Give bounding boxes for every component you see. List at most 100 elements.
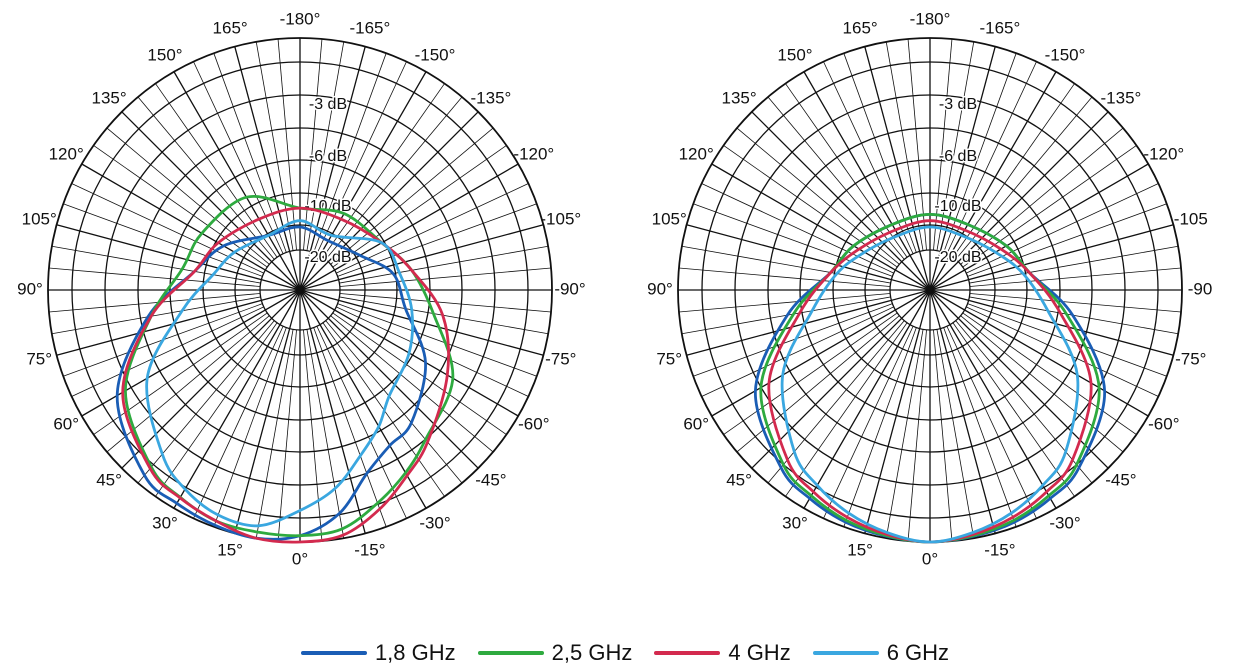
grid-spoke — [885, 329, 924, 539]
legend-swatch-4 — [812, 651, 879, 655]
angle-tick-label: -135° — [471, 89, 512, 108]
angle-tick-label: -150° — [415, 46, 456, 65]
grid-spoke — [106, 127, 270, 265]
grid-spoke — [336, 306, 529, 397]
grid-spoke — [299, 224, 544, 291]
angle-tick-label: 120° — [49, 144, 84, 163]
grid-spoke — [803, 289, 931, 509]
grid-spoke — [63, 203, 263, 277]
angle-tick-label: 150° — [147, 46, 182, 65]
ring-label: -10 dB — [934, 198, 981, 215]
angle-tick-label: -60° — [1148, 414, 1179, 433]
angle-tick-label: 45° — [726, 470, 752, 489]
grid-spoke — [316, 61, 407, 254]
grid-spoke — [946, 326, 1037, 519]
angle-tick-label: 150° — [777, 46, 812, 65]
grid-spoke — [303, 38, 323, 251]
grid-spoke — [701, 306, 894, 397]
angle-tick-label: -180° — [910, 9, 951, 28]
legend-swatch-1 — [300, 651, 367, 655]
grid-spoke — [325, 320, 463, 484]
grid-spoke — [193, 326, 284, 519]
angle-tick-label: 105° — [652, 210, 687, 229]
angle-tick-label: -150° — [1045, 46, 1086, 65]
grid-spoke — [71, 183, 264, 274]
grid-spoke — [316, 326, 407, 519]
ring-label: -20 dB — [934, 249, 981, 266]
grid-spoke — [137, 320, 275, 484]
grid-spoke — [339, 293, 552, 313]
angle-tick-label: -75° — [545, 349, 576, 368]
grid-spoke — [48, 293, 261, 313]
series-line — [145, 219, 414, 528]
angle-tick-label: 135° — [91, 89, 126, 108]
chart-legend: 1,8 GHz 2,5 GHz 4 GHz 6 GHz — [0, 638, 1250, 668]
grid-spoke — [929, 289, 1174, 356]
grid-spoke — [255, 41, 294, 251]
angle-tick-label: -45° — [475, 470, 506, 489]
grid-spoke — [48, 267, 261, 287]
grid-spoke — [332, 145, 507, 268]
grid-spoke — [173, 289, 301, 509]
grid-spoke — [193, 61, 284, 254]
angle-tick-label: -180° — [280, 9, 321, 28]
series-line — [780, 225, 1080, 544]
ring-label: -3 dB — [309, 96, 347, 113]
grid-spoke — [681, 245, 891, 284]
angle-tick-label: 90° — [647, 279, 673, 298]
grid-spoke — [303, 329, 323, 542]
angle-tick-label: 75° — [26, 349, 52, 368]
grid-spoke — [71, 306, 264, 397]
angle-tick-label: 30° — [152, 513, 178, 532]
series-line — [115, 225, 427, 541]
angle-tick-label: 15° — [847, 540, 873, 559]
polar-grid — [47, 37, 553, 543]
grid-spoke — [929, 163, 1149, 291]
grid-spoke — [693, 303, 893, 377]
series-line — [759, 213, 1101, 544]
grid-spoke — [678, 267, 891, 287]
grid-spoke — [332, 312, 507, 435]
angle-tick-label: 60° — [683, 414, 709, 433]
grid-spoke — [313, 53, 387, 253]
grid-spoke — [93, 145, 268, 268]
grid-spoke — [678, 293, 891, 313]
angle-tick-label: -15° — [984, 540, 1015, 559]
grid-spoke — [693, 203, 893, 277]
grid-spoke — [966, 306, 1159, 397]
grid-spoke — [943, 327, 1017, 527]
grid-spoke — [864, 46, 931, 291]
grid-spoke — [322, 83, 445, 258]
legend-label: 4 GHz — [728, 640, 791, 665]
grid-spoke — [337, 203, 537, 277]
grid-spoke — [966, 183, 1159, 274]
grid-spoke — [299, 289, 544, 356]
angle-tick-label: 105° — [22, 210, 57, 229]
angle-tick-label: -60° — [518, 414, 549, 433]
grid-spoke — [337, 303, 537, 377]
angle-tick-label: -165° — [979, 19, 1020, 38]
grid-spoke — [785, 322, 908, 497]
grid-spoke — [299, 163, 519, 291]
series-line — [121, 206, 450, 544]
angle-tick-label: -30° — [419, 513, 450, 532]
angle-tick-label: -45° — [1105, 470, 1136, 489]
grid-spoke — [277, 329, 297, 542]
ring-label: -6 dB — [939, 148, 977, 165]
angle-tick-label: 165° — [213, 19, 248, 38]
grid-spoke — [969, 245, 1179, 284]
grid-spoke — [711, 289, 931, 417]
grid-spoke — [81, 163, 301, 291]
grid-spoke — [339, 267, 552, 287]
grid-spoke — [255, 329, 294, 539]
angle-tick-label: -15° — [354, 540, 385, 559]
grid-spoke — [969, 293, 1182, 313]
grid-spoke — [686, 224, 931, 291]
angle-tick-label: -105° — [540, 210, 581, 229]
grid-spoke — [843, 327, 917, 527]
legend-swatch-3 — [654, 651, 721, 655]
grid-spoke — [306, 41, 345, 251]
grid-spoke — [313, 327, 387, 527]
grid-spoke — [234, 46, 301, 291]
grid-spoke — [299, 71, 427, 291]
